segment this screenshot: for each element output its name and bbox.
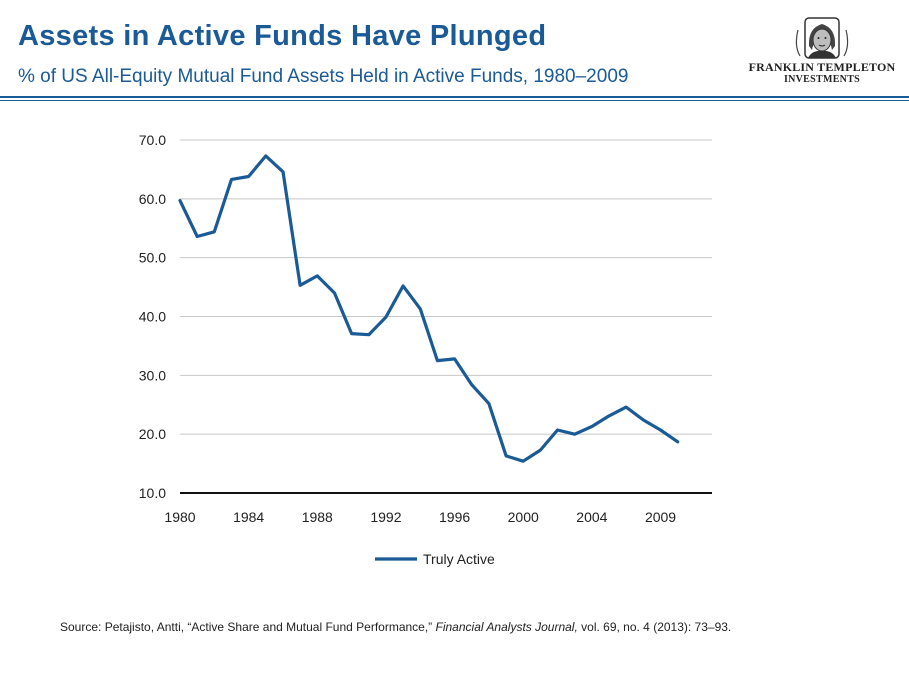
source-citation: Source: Petajisto, Antti, “Active Share …	[60, 620, 731, 634]
x-tick-label: 1984	[233, 509, 264, 525]
x-tick-label: 1992	[370, 509, 401, 525]
y-tick-label: 60.0	[139, 191, 166, 207]
y-tick-labels: 10.0 20.0 30.0 40.0 50.0 60.0 70.0	[139, 132, 166, 501]
source-suffix: vol. 69, no. 4 (2013): 73–93.	[577, 620, 732, 634]
page-subtitle: % of US All-Equity Mutual Fund Assets He…	[18, 66, 629, 87]
legend: Truly Active	[375, 551, 495, 567]
header-divider-top	[0, 96, 909, 98]
y-tick-label: 20.0	[139, 426, 166, 442]
series-layer	[178, 154, 680, 463]
x-tick-label: 1988	[302, 509, 333, 525]
y-tick-label: 40.0	[139, 309, 166, 325]
y-tick-label: 70.0	[139, 132, 166, 148]
series-line-truly-active	[178, 154, 680, 463]
y-tick-label: 50.0	[139, 250, 166, 266]
source-prefix: Source: Petajisto, Antti, “Active Share …	[60, 620, 436, 634]
logo-text-line1: FRANKLIN TEMPLETON	[748, 60, 896, 74]
y-tick-label: 30.0	[139, 367, 166, 383]
logo-text-line2: INVESTMENTS	[783, 74, 861, 85]
x-tick-label: 1980	[164, 509, 195, 525]
x-tick-label: 2009	[645, 509, 676, 525]
y-tick-label: 10.0	[139, 485, 166, 501]
x-tick-labels: 1980 1984 1988 1992 1996 2000 2004 2009	[164, 509, 676, 525]
source-journal: Financial Analysts Journal,	[435, 620, 578, 634]
header-divider-bottom	[0, 100, 909, 101]
grid-lines	[180, 139, 712, 494]
x-tick-label: 2004	[576, 509, 607, 525]
x-tick-label: 1996	[439, 509, 470, 525]
franklin-portrait-icon	[795, 17, 849, 59]
legend-label: Truly Active	[423, 551, 495, 567]
line-chart: 10.020.030.040.050.060.070.0 1980 1984 198…	[139, 132, 712, 567]
franklin-templeton-logo: FRANKLIN TEMPLETON INVESTMENTS	[742, 16, 902, 88]
page-title: Assets in Active Funds Have Plunged	[18, 20, 547, 52]
x-tick-label: 2000	[508, 509, 539, 525]
